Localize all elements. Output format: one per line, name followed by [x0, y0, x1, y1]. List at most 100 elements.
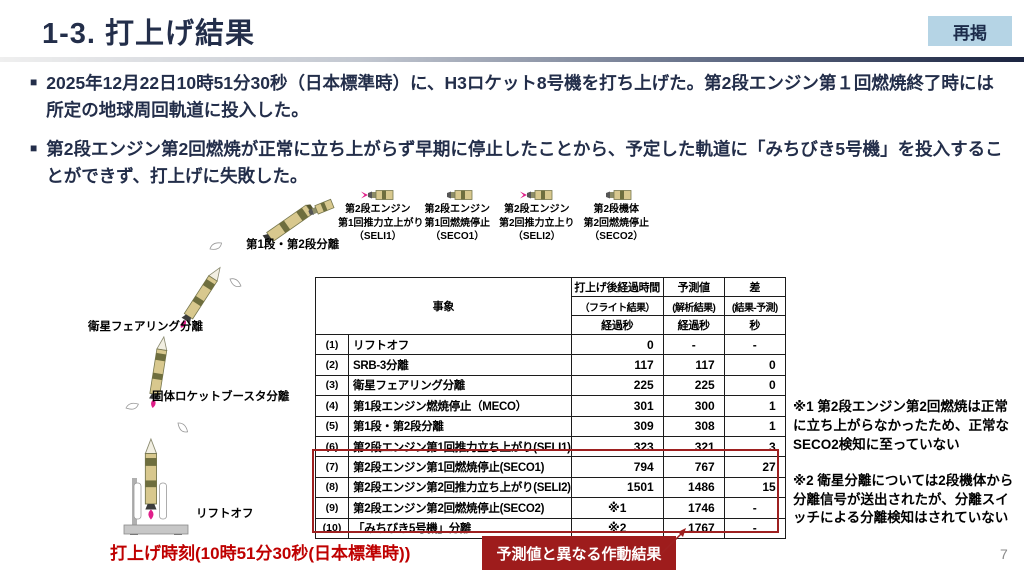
- table-row: (7) 第2段エンジン第1回燃焼停止(SECO1) 794 767 27: [315, 456, 786, 478]
- col-header-predicted-sub: (解析結果): [662, 296, 725, 316]
- row-flight: 309: [570, 415, 664, 437]
- row-flight: 301: [570, 395, 664, 417]
- row-predicted: 225: [662, 374, 725, 397]
- row-no: (5): [315, 415, 349, 437]
- row-event: 第1段エンジン燃焼停止（MECO）: [348, 395, 572, 417]
- stage2-engine-icon: [446, 190, 473, 200]
- col-header-event: 事象: [315, 277, 572, 335]
- event-line: 第2段エンジン: [344, 204, 411, 215]
- event-line: 第2回燃焼停止: [583, 217, 650, 229]
- event-line: 第2段エンジン: [424, 204, 491, 215]
- row-event: 第2段エンジン第2回推力立ち上がり(SELI2): [348, 476, 572, 499]
- col-header-flight-sub: （フライト結果）: [570, 296, 664, 316]
- row-no: (7): [315, 456, 349, 478]
- fairing-separation-rocket: [176, 238, 243, 332]
- launch-time-text: 打上げ時刻(10時51分30秒(日本標準時)): [110, 544, 411, 563]
- title-divider: [0, 57, 1024, 62]
- label-fairing-separation: 衛星フェアリング分離: [88, 321, 203, 333]
- stage-event-seco2: 第2段機体 第2回燃焼停止 （SECO2）: [577, 188, 657, 244]
- row-no: (2): [315, 354, 349, 376]
- stage-separation-rocket: [262, 198, 335, 245]
- callout-arrow-icon: [659, 528, 686, 556]
- row-flight: 0: [570, 333, 664, 356]
- row-event: 第2段エンジン第1回推力立ち上がり(SELI1): [348, 435, 572, 458]
- col-header-diff-sub: (結果-予測): [723, 296, 786, 316]
- bullet-text: 第2段エンジン第2回燃焼が正常に立ち上がらず早期に停止したことから、予定した軌道…: [46, 139, 1003, 187]
- row-flight: 323: [570, 435, 664, 458]
- row-predicted: -: [662, 333, 725, 356]
- summary-bullets: ■ 2025年12月22日10時51分30秒（日本標準時）に、H3ロケット8号機…: [28, 70, 1010, 203]
- row-predicted: 767: [662, 456, 725, 478]
- table-row: (10) 「みちびき5号機」分離 ※2 1767 -: [315, 517, 786, 539]
- row-predicted: 117: [662, 354, 725, 376]
- row-diff: 27: [723, 456, 786, 478]
- event-line: 第2回推力立上り: [498, 217, 575, 229]
- label-liftoff: リフトオフ: [196, 508, 254, 520]
- row-flight: 225: [570, 374, 664, 397]
- event-line: （SELI2）: [512, 231, 561, 242]
- row-predicted: 308: [662, 415, 725, 437]
- row-predicted: 300: [662, 395, 725, 417]
- bullet-marker-icon: ■: [30, 141, 38, 156]
- footnote-2: ※2 衛星分離については2段機体から分離信号が送出されたが、分離スイッチによる分…: [793, 472, 1014, 526]
- row-no: (3): [315, 374, 349, 397]
- col-header-diff: 差: [723, 277, 786, 297]
- repost-badge: 再掲: [928, 16, 1012, 46]
- row-diff: -: [723, 333, 786, 356]
- table-row: (5) 第1段・第2段分離 309 308 1: [315, 415, 786, 437]
- stage2-engine-burn-icon: [361, 188, 395, 202]
- stage-event-seli2: 第2段エンジン 第2回推力立上り （SELI2）: [497, 188, 577, 244]
- col-header-predicted: 予測値: [662, 277, 725, 297]
- col-header-flight-unit: 経過秒: [570, 315, 664, 335]
- row-event: 第1段・第2段分離: [348, 415, 572, 437]
- row-diff: 0: [723, 354, 786, 376]
- bullet-item: ■ 2025年12月22日10時51分30秒（日本標準時）に、H3ロケット8号機…: [28, 70, 1010, 124]
- trajectory-diagram: [123, 198, 335, 535]
- table-row: (2) SRB-3分離 117 117 0: [315, 354, 786, 376]
- row-diff: 3: [723, 435, 786, 458]
- col-header-diff-unit: 秒: [723, 315, 786, 335]
- event-line: （SECO1）: [430, 231, 485, 242]
- row-no: (1): [315, 333, 349, 356]
- stage-event-labels: 第2段エンジン 第1回推力立上がり （SELI1） 第2段エンジン 第1回燃焼停…: [338, 188, 656, 244]
- table-row: (8) 第2段エンジン第2回推力立ち上がり(SELI2) 1501 1486 1…: [315, 476, 786, 499]
- event-line: 第1回推力立上がり: [338, 217, 424, 229]
- row-no: (6): [315, 435, 349, 458]
- row-diff: -: [723, 497, 786, 519]
- row-predicted: 1746: [662, 497, 725, 519]
- row-diff: 15: [723, 476, 786, 499]
- anomaly-callout-badge: 予測値と異なる作動結果: [482, 536, 676, 570]
- row-diff: 1: [723, 415, 786, 437]
- event-line: 第2段エンジン: [503, 204, 570, 215]
- srb-separation-rocket: [125, 335, 190, 434]
- table-row: (9) 第2段エンジン第2回燃焼停止(SECO2) ※1 1746 -: [315, 497, 786, 519]
- col-header-predicted-unit: 経過秒: [662, 315, 725, 335]
- page-title: 1-3. 打上げ結果: [42, 18, 256, 50]
- col-header-flight: 打上げ後経過時間: [570, 277, 664, 297]
- row-event: 衛星フェアリング分離: [348, 374, 572, 397]
- row-no: (4): [315, 395, 349, 417]
- row-predicted: 1486: [662, 476, 725, 499]
- row-no: (8): [315, 476, 349, 499]
- row-flight: ※1: [570, 497, 664, 519]
- bullet-text: 2025年12月22日10時51分30秒（日本標準時）に、H3ロケット8号機を打…: [46, 73, 994, 121]
- row-event: 第2段エンジン第1回燃焼停止(SECO1): [348, 456, 572, 478]
- event-line: 第2段機体: [593, 204, 640, 215]
- table-row: (1) リフトオフ 0 - -: [315, 333, 786, 356]
- stage2-engine-burn-icon: [520, 188, 554, 202]
- table-row: (6) 第2段エンジン第1回推力立ち上がり(SELI1) 323 321 3: [315, 435, 786, 458]
- bullet-marker-icon: ■: [30, 75, 38, 89]
- row-event: SRB-3分離: [348, 354, 572, 376]
- table-row: (3) 衛星フェアリング分離 225 225 0: [315, 374, 786, 397]
- row-flight: 794: [570, 456, 664, 478]
- row-event: 「みちびき5号機」分離: [348, 517, 572, 539]
- row-diff: -: [723, 517, 786, 539]
- stage-event-seco1: 第2段エンジン 第1回燃焼停止 （SECO1）: [418, 188, 498, 244]
- row-no: (9): [315, 497, 349, 519]
- row-diff: 0: [723, 374, 786, 397]
- row-event: リフトオフ: [348, 333, 572, 356]
- row-flight: 1501: [570, 476, 664, 499]
- row-no: (10): [315, 517, 349, 539]
- footnotes: ※1 第2段エンジン第2回燃焼は正常に立ち上がらなかったため、正常なSECO2検…: [793, 398, 1017, 545]
- row-predicted: 321: [662, 435, 725, 458]
